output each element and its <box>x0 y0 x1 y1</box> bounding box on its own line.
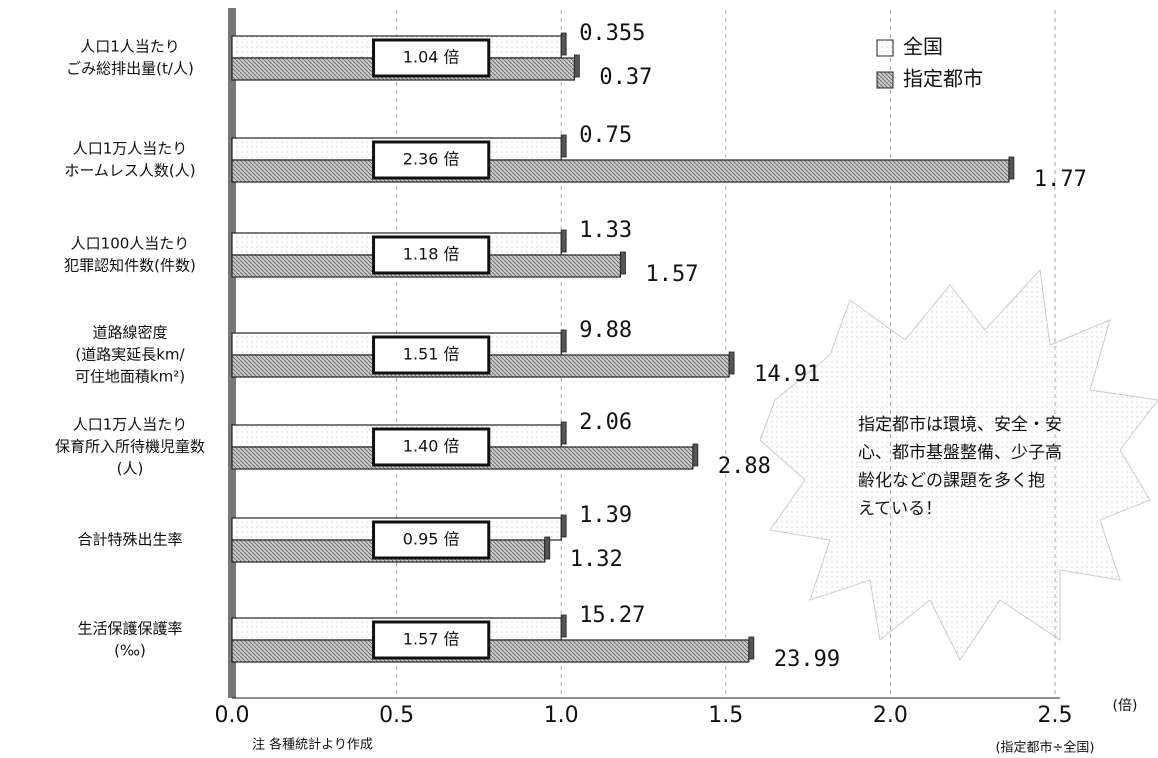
data-label: 1.33 <box>579 218 632 243</box>
bar <box>231 639 750 663</box>
bar-end <box>573 54 580 78</box>
category-label: 道路線密度 <box>92 324 167 342</box>
callout-text: 心、都市基盤整備、少子高 <box>858 443 1062 463</box>
callout-text: 齢化などの課題を多く抱 <box>858 471 1045 491</box>
ratio-box <box>372 335 491 375</box>
ratio-box <box>372 38 491 78</box>
bar-end <box>620 251 626 275</box>
ratio-label: 0.95 倍 <box>403 530 460 549</box>
category-label: (道路実延長km/ <box>75 346 185 364</box>
legend-label: 全国 <box>903 35 943 59</box>
ratio-label: 1.18 倍 <box>403 245 460 264</box>
callout-text: えている！ <box>858 499 942 519</box>
data-label: 2.88 <box>718 454 771 479</box>
ratio-box <box>372 620 491 660</box>
category-label: 人口1万人当たり <box>73 416 188 434</box>
data-label: 0.355 <box>579 21 645 46</box>
x-tick-label: 2.0 <box>873 703 908 728</box>
data-label: 1.32 <box>570 547 623 572</box>
data-label: 14.91 <box>754 362 820 387</box>
note: 注 各種統計より作成 <box>252 737 373 753</box>
data-label: 0.37 <box>599 65 652 90</box>
category-label: ごみ総排出量(t/人) <box>66 60 194 78</box>
ratio-box <box>372 235 491 275</box>
legend-swatch <box>876 71 894 89</box>
callout-text: 指定都市は環境、安全・安 <box>858 415 1062 435</box>
data-label: 1.57 <box>645 262 698 287</box>
ratio-label: 1.04 倍 <box>403 48 460 67</box>
ratio-note: (指定都市÷全国) <box>995 740 1094 756</box>
data-label: 9.88 <box>579 318 632 343</box>
data-label: 23.99 <box>774 647 840 672</box>
category-label: (‰) <box>114 642 146 660</box>
category-label: 人口1万人当たり <box>73 140 188 158</box>
legend-label: 指定都市 <box>903 67 983 91</box>
category-label: 犯罪認知件数(件数) <box>64 257 196 275</box>
bar-end <box>1008 156 1015 180</box>
x-tick-label: 1.5 <box>708 703 743 728</box>
x-tick-label: 0.0 <box>215 703 250 728</box>
ratio-box <box>372 140 491 180</box>
bar-end <box>728 351 735 375</box>
category-label: 生活保護保護率 <box>77 620 182 638</box>
bar <box>231 159 1010 183</box>
bar-end <box>544 536 551 560</box>
category-label: 保育所入所待機児童数 <box>55 438 205 456</box>
bar-end <box>560 229 567 253</box>
bar-end <box>748 636 755 660</box>
data-label: 0.75 <box>579 123 632 148</box>
x-tick-label: 1.0 <box>544 703 579 728</box>
ratio-label: 2.36 倍 <box>403 150 460 169</box>
ratio-label: 1.51 倍 <box>403 345 460 364</box>
category-label: 人口100人当たり <box>71 235 190 253</box>
bar-end <box>560 134 567 158</box>
bar-end <box>560 421 567 445</box>
category-label: 合計特殊出生率 <box>77 531 182 549</box>
bar-end <box>560 32 567 56</box>
x-unit: (倍) <box>1113 698 1138 714</box>
category-label: ホームレス人数(人) <box>64 162 195 180</box>
ratio-box <box>372 520 491 560</box>
data-label: 2.06 <box>579 410 632 435</box>
category-label: (人) <box>117 460 144 478</box>
category-label: 可住地面積km²) <box>75 368 185 386</box>
ratio-label: 1.40 倍 <box>403 437 460 456</box>
category-label: 人口1人当たり <box>80 38 180 56</box>
data-label: 1.77 <box>1034 167 1087 192</box>
ratio-label: 1.57 倍 <box>403 630 460 649</box>
bar-end <box>560 514 567 538</box>
x-tick-label: 2.5 <box>1038 703 1073 728</box>
bar-end <box>692 443 699 467</box>
bar-end <box>560 614 567 638</box>
callout-burst <box>759 268 1158 661</box>
x-tick-label: 0.5 <box>379 703 414 728</box>
legend-swatch <box>876 39 894 57</box>
ratio-box <box>372 427 491 467</box>
data-label: 15.27 <box>579 603 645 628</box>
data-label: 1.39 <box>579 503 632 528</box>
bar-end <box>560 329 567 353</box>
